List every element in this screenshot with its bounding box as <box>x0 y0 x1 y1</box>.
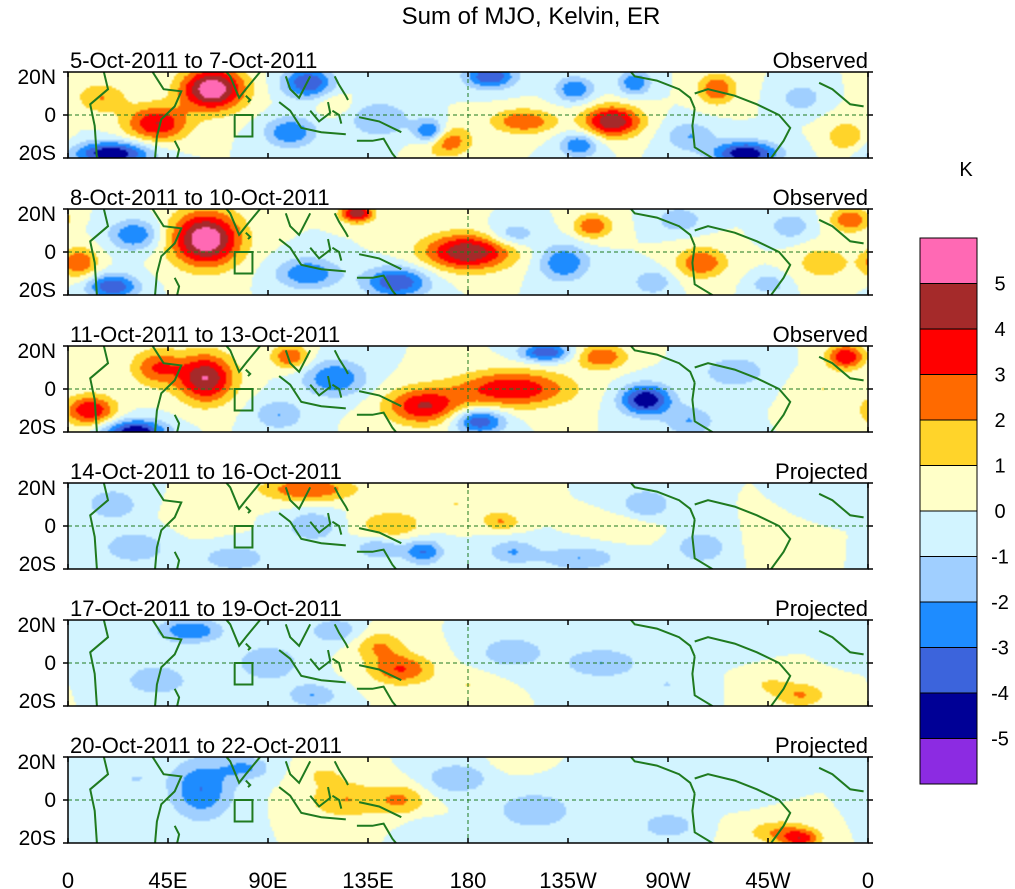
coastlines <box>89 757 864 843</box>
colorbar-swatch <box>919 556 978 603</box>
map-panel: 20N 0 20S 5-Oct-2011 to 7-Oct-2011 Observed <box>17 48 873 165</box>
panel-kind-label: Observed <box>773 185 868 210</box>
y-tick-label: 20N <box>17 751 56 774</box>
colorbar-level-label: -2 <box>991 592 1009 614</box>
colorbar-level-label: 3 <box>994 365 1005 387</box>
y-tick-label: 20S <box>19 690 56 713</box>
map-panel: 20N 0 20S 17-Oct-2011 to 19-Oct-2011 Project… <box>17 596 873 713</box>
x-tick-label: 135E <box>342 868 393 889</box>
y-tick-label: 20S <box>19 827 56 850</box>
panel-period-label: 8-Oct-2011 to 10-Oct-2011 <box>70 185 330 210</box>
y-tick-label: 20N <box>17 66 56 89</box>
chart-title: Sum of MJO, Kelvin, ER <box>402 3 661 30</box>
colorbar-unit: K <box>959 159 973 181</box>
colorbar-level-label: -4 <box>991 683 1009 705</box>
panel-kind-label: Observed <box>773 322 868 347</box>
map-panel: 20N 0 20S 11-Oct-2011 to 13-Oct-2011 Observe… <box>17 322 873 439</box>
panel-period-label: 17-Oct-2011 to 19-Oct-2011 <box>70 596 342 621</box>
x-tick-label: 180 <box>450 868 487 889</box>
y-tick-label: 20N <box>17 340 56 363</box>
y-tick-label: 20S <box>19 142 56 165</box>
colorbar-swatch <box>919 510 978 557</box>
y-tick-label: 0 <box>44 241 56 264</box>
colorbar-level-label: 4 <box>994 319 1005 341</box>
panel-period-label: 20-Oct-2011 to 22-Oct-2011 <box>70 733 342 758</box>
y-tick-label: 20S <box>19 553 56 576</box>
colorbar-swatch <box>919 328 978 375</box>
y-tick-label: 20N <box>17 477 56 500</box>
panel-kind-label: Projected <box>775 596 868 621</box>
colorbar-swatch <box>919 283 978 330</box>
x-tick-label: 45W <box>745 868 790 889</box>
colorbar-level-label: -1 <box>991 547 1009 569</box>
map-panel: 20N 0 20S 14-Oct-2011 to 16-Oct-2011 Project… <box>17 459 873 576</box>
colorbar-swatch <box>919 237 978 284</box>
y-tick-label: 20N <box>17 614 56 637</box>
y-tick-label: 20N <box>17 203 56 226</box>
colorbar-swatch <box>919 601 978 648</box>
panel-period-label: 5-Oct-2011 to 7-Oct-2011 <box>70 48 317 73</box>
y-tick-label: 0 <box>44 515 56 538</box>
colorbar-level-label: 1 <box>994 456 1005 478</box>
colorbar-level-label: 2 <box>994 410 1005 432</box>
colorbar-swatch <box>919 374 978 421</box>
x-tick-label: 135W <box>539 868 597 889</box>
coastlines <box>89 483 864 569</box>
x-tick-label: 45E <box>148 868 187 889</box>
y-tick-label: 20S <box>19 416 56 439</box>
y-tick-label: 20S <box>19 279 56 302</box>
colorbar-level-label: 5 <box>994 274 1005 296</box>
panel-period-label: 11-Oct-2011 to 13-Oct-2011 <box>70 322 340 347</box>
panel-period-label: 14-Oct-2011 to 16-Oct-2011 <box>70 459 342 484</box>
x-tick-label: 90E <box>248 868 287 889</box>
y-tick-label: 0 <box>44 378 56 401</box>
colorbar-level-label: 0 <box>994 501 1005 523</box>
colorbar-swatch <box>919 738 978 785</box>
colorbar: K 5 4 3 2 1 0 -1 -2 -3 -4 -5 <box>919 159 1009 785</box>
y-tick-label: 0 <box>44 652 56 675</box>
colorbar-swatch <box>919 692 978 739</box>
x-tick-label: 90W <box>645 868 690 889</box>
colorbar-swatch <box>919 465 978 512</box>
x-tick-label: 0 <box>862 868 874 889</box>
x-tick-label: 0 <box>62 868 74 889</box>
map-panel: 20N 0 20S 20-Oct-2011 to 22-Oct-2011 Project… <box>17 733 873 850</box>
colorbar-swatch <box>919 419 978 466</box>
colorbar-level-label: -5 <box>991 729 1009 751</box>
colorbar-level-label: -3 <box>991 638 1009 660</box>
colorbar-swatch <box>919 647 978 694</box>
y-tick-label: 0 <box>44 789 56 812</box>
panel-kind-label: Projected <box>775 459 868 484</box>
x-axis: 0 45E 90E 135E 180 135W 90W 45W 0 <box>62 868 874 889</box>
panel-kind-label: Observed <box>773 48 868 73</box>
map-panel: 20N 0 20S 8-Oct-2011 to 10-Oct-2011 Observed <box>17 185 873 302</box>
y-tick-label: 0 <box>44 104 56 127</box>
panel-kind-label: Projected <box>775 733 868 758</box>
